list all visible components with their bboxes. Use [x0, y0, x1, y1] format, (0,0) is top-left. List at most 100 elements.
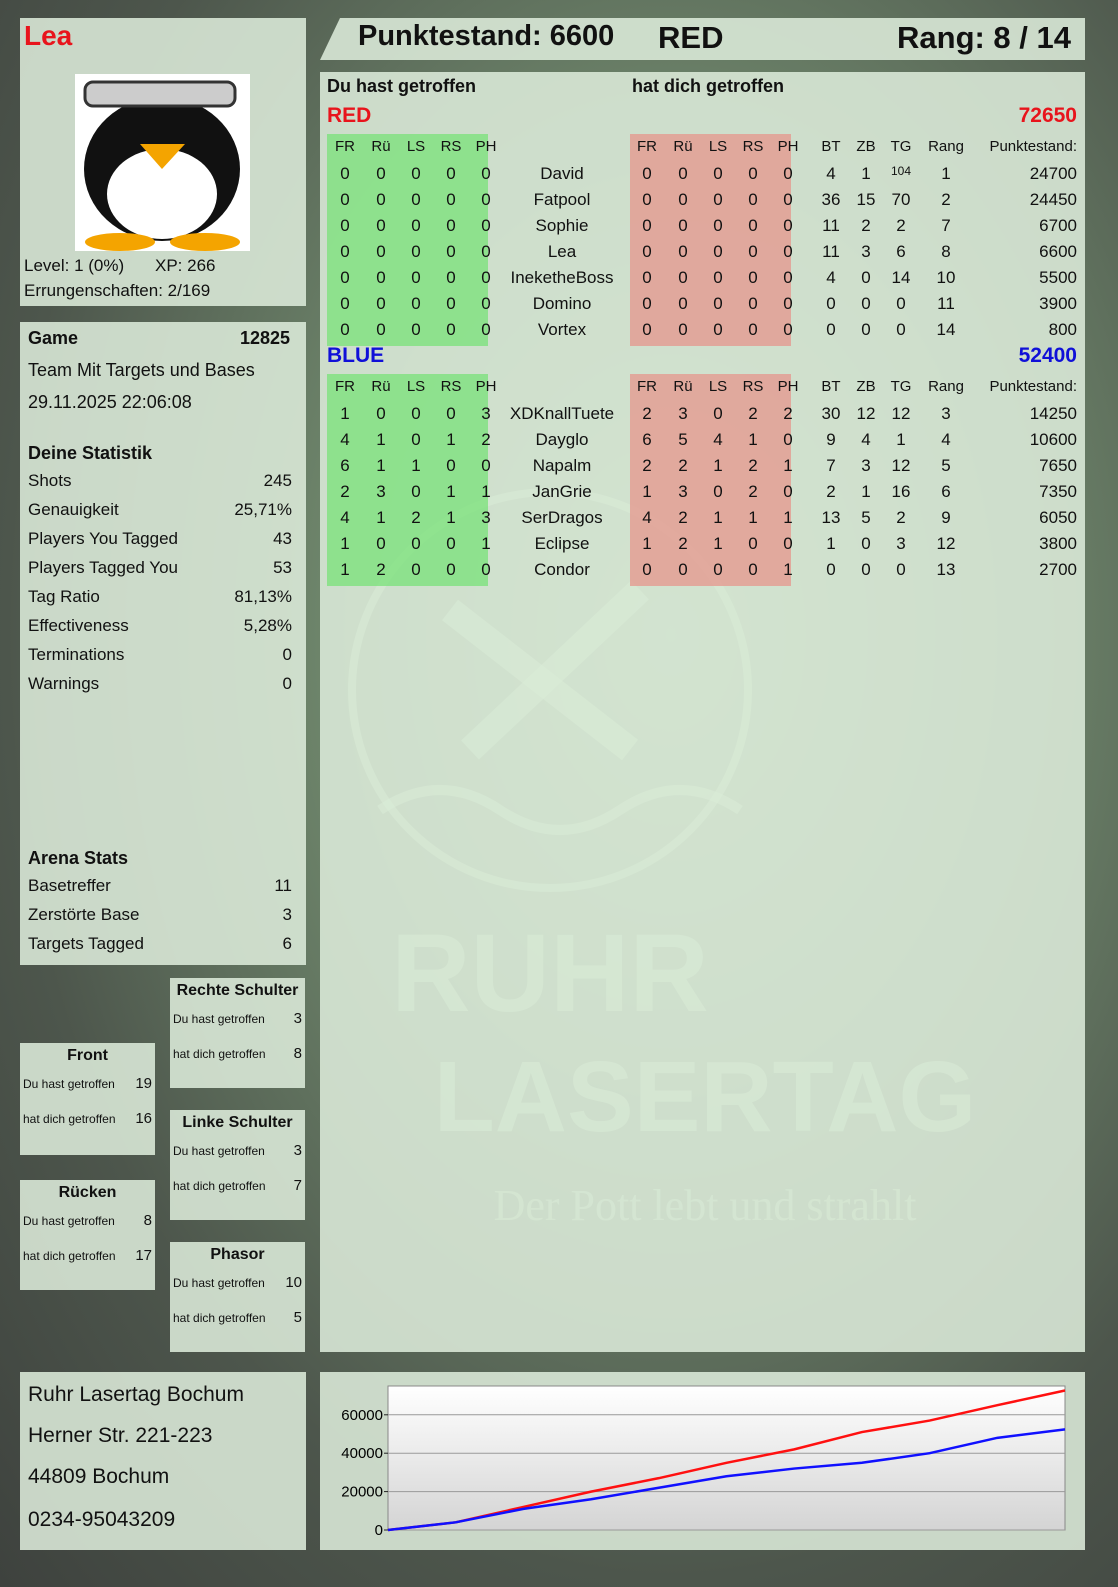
zone-hit-you-label: hat dich getroffen — [173, 1047, 266, 1061]
you-hit-cell: 0 — [376, 190, 386, 209]
you-hit-cell: 0 — [376, 294, 386, 313]
you-hit-cell: 0 — [340, 216, 350, 235]
game-mode: Team Mit Targets und Bases — [28, 360, 255, 380]
stat-bt: 1 — [826, 534, 836, 553]
address-panel: Ruhr Lasertag Bochum Herner Str. 221-223… — [20, 1372, 306, 1550]
arena-label: Targets Tagged — [28, 934, 144, 953]
you-hit-cell: 3 — [481, 508, 491, 527]
table-row[interactable]: 0 0 0 0 0 Sophie 0 0 0 0 0 11 2 2 7 6700 — [320, 216, 1085, 242]
team-total: 72650 — [1018, 104, 1077, 127]
zone-title: Phasor — [210, 1246, 265, 1263]
header-score: Punktestand: 6600 — [358, 20, 615, 52]
you-hit-block — [327, 134, 488, 346]
hit-you-block — [630, 374, 791, 586]
you-hit-cell: 0 — [376, 216, 386, 235]
zone-you-hit-value: 3 — [293, 1010, 302, 1027]
you-hit-cell: 0 — [446, 190, 456, 209]
zone-title: Linke Schulter — [182, 1114, 293, 1131]
you-hit-cell: 0 — [481, 164, 491, 183]
you-hit-cell: 1 — [340, 560, 350, 579]
col-header-Rang: Rang — [928, 138, 964, 155]
hit-you-cell: 2 — [642, 456, 652, 475]
you-hit-cell: 2 — [411, 508, 421, 527]
table-row[interactable]: 0 0 0 0 0 Vortex 0 0 0 0 0 0 0 0 14 800 — [320, 320, 1085, 346]
col-header-RS: RS — [440, 138, 462, 155]
player-name: Eclipse — [534, 534, 590, 553]
table-row[interactable]: 1 0 0 0 3 XDKnallTuete 2 3 0 2 2 30 12 12 3 14250 — [320, 404, 1085, 430]
game-id: 12825 — [239, 328, 290, 348]
zone-hit-you-label: hat dich getroffen — [173, 1311, 266, 1325]
you-hit-cell: 1 — [340, 404, 350, 423]
hit-you-cell: 0 — [678, 190, 688, 209]
hit-you-cell: 0 — [678, 216, 688, 235]
you-hit-cell: 0 — [340, 190, 350, 209]
arena-value: 3 — [282, 905, 292, 924]
you-hit-cell: 1 — [376, 430, 386, 449]
table-row[interactable]: 1 2 0 0 0 Condor 0 0 0 0 1 0 0 0 13 2700 — [320, 560, 1085, 586]
table-row[interactable]: 4 1 0 1 2 Dayglo 6 5 4 1 0 9 4 1 4 10600 — [320, 430, 1085, 456]
zone-title: Rücken — [58, 1184, 117, 1201]
col-header-Rü: Rü — [371, 138, 391, 155]
stat-zb: 4 — [861, 430, 871, 449]
table-row[interactable]: 6 1 1 0 0 Napalm 2 2 1 2 1 7 3 12 5 7650 — [320, 456, 1085, 482]
table-row[interactable]: 0 0 0 0 0 David 0 0 0 0 0 4 1 104 1 24700 — [320, 164, 1085, 190]
stat-tg: 0 — [896, 320, 906, 339]
stat-bt: 0 — [826, 320, 836, 339]
stat-zb: 0 — [861, 320, 871, 339]
stat-label: Terminations — [28, 645, 125, 664]
stat-bt: 11 — [822, 216, 840, 235]
hit-you-cell: 2 — [678, 508, 688, 527]
you-hit-cell: 0 — [376, 164, 386, 183]
hit-you-cell: 0 — [713, 242, 723, 261]
you-hit-cell: 0 — [340, 242, 350, 261]
col-header-PH: PH — [475, 138, 497, 155]
you-hit-cell: 0 — [411, 560, 421, 579]
table-row[interactable]: 0 0 0 0 0 IneketheBoss 0 0 0 0 0 4 0 14 10 5500 — [320, 268, 1085, 294]
you-hit-cell: 0 — [376, 242, 386, 261]
stat-row: Genauigkeit 25,71% — [28, 500, 292, 520]
you-hit-cell: 1 — [340, 534, 350, 553]
table-row[interactable]: 0 0 0 0 0 Fatpool 0 0 0 0 0 36 15 70 2 24450 — [320, 190, 1085, 216]
hit-you-cell: 2 — [748, 456, 758, 475]
you-hit-cell: 0 — [340, 268, 350, 287]
table-row[interactable]: 1 0 0 0 1 Eclipse 1 2 1 0 0 1 0 3 12 3800 — [320, 534, 1085, 560]
stat-bt: 2 — [826, 482, 836, 501]
stat-label: Shots — [28, 471, 72, 490]
col-header-LS: LS — [708, 378, 728, 395]
team-section-blue: BLUE 52400 FR FR Rü Rü LS LS RS RS PH PH BT ZB TG Rang P… — [320, 344, 1085, 586]
hit-you-cell: 0 — [748, 320, 758, 339]
stat-label: Warnings — [28, 674, 100, 693]
hit-you-cell: 0 — [783, 320, 793, 339]
table-row[interactable]: 4 1 2 1 3 SerDragos 4 2 1 1 1 13 5 2 9 6050 — [320, 508, 1085, 534]
stat-tg: 1 — [896, 430, 906, 449]
you-hit-cell: 0 — [446, 456, 456, 475]
stat-tg: 104 — [890, 164, 912, 178]
col-header-FR: FR — [637, 378, 657, 395]
col-header-PH: PH — [777, 378, 799, 395]
hit-you-cell: 0 — [713, 294, 723, 313]
hit-you-cell: 0 — [713, 164, 723, 183]
stat-bt: 0 — [826, 560, 836, 579]
player-score: 24450 — [1029, 190, 1077, 209]
hit-you-label: hat dich getroffen — [632, 76, 784, 96]
col-header-BT: BT — [821, 378, 841, 395]
hit-you-cell: 0 — [748, 534, 758, 553]
hit-you-cell: 0 — [783, 242, 793, 261]
chart-panel: 0 20000 40000 60000 — [320, 1372, 1085, 1550]
col-header-score: Punktestand: — [989, 378, 1077, 395]
stat-value: 81,13% — [234, 587, 292, 606]
you-hit-cell: 1 — [481, 534, 491, 553]
player-score: 3900 — [1039, 294, 1077, 313]
col-header-Rü: Rü — [371, 378, 391, 395]
table-row[interactable]: 0 0 0 0 0 Lea 0 0 0 0 0 11 3 6 8 6600 — [320, 242, 1085, 268]
zone-hit-you-label: hat dich getroffen — [23, 1112, 116, 1126]
stat-bt: 11 — [822, 242, 840, 261]
stat-rang: 3 — [941, 404, 951, 423]
zone-hit-you-value: 8 — [293, 1045, 302, 1062]
you-hit-cell: 0 — [446, 242, 456, 261]
table-row[interactable]: 0 0 0 0 0 Domino 0 0 0 0 0 0 0 0 11 3900 — [320, 294, 1085, 320]
zone-hit-you-value: 7 — [293, 1177, 302, 1194]
table-row[interactable]: 2 3 0 1 1 JanGrie 1 3 0 2 0 2 1 16 6 7350 — [320, 482, 1085, 508]
stat-bt: 4 — [826, 268, 836, 287]
stat-rang: 14 — [936, 320, 956, 339]
